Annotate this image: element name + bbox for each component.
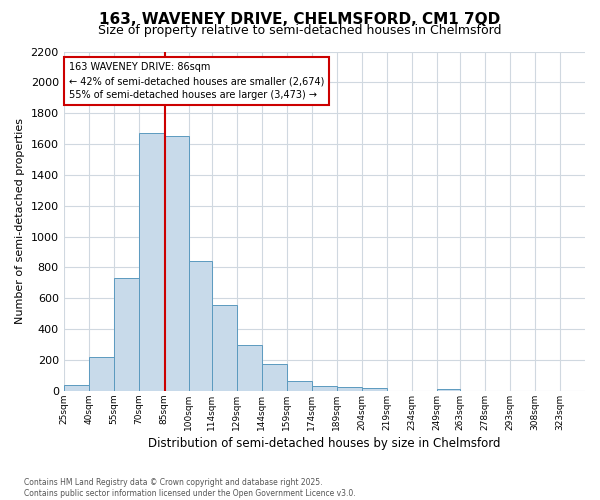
Bar bbox=[362, 388, 387, 391]
Bar bbox=[237, 346, 262, 391]
Text: Contains HM Land Registry data © Crown copyright and database right 2025.
Contai: Contains HM Land Registry data © Crown c… bbox=[24, 478, 356, 498]
Bar bbox=[89, 357, 113, 391]
Bar bbox=[212, 304, 237, 391]
Bar bbox=[139, 134, 164, 391]
Bar bbox=[188, 262, 212, 391]
X-axis label: Distribution of semi-detached houses by size in Chelmsford: Distribution of semi-detached houses by … bbox=[148, 437, 500, 450]
Text: 163, WAVENEY DRIVE, CHELMSFORD, CM1 7QD: 163, WAVENEY DRIVE, CHELMSFORD, CM1 7QD bbox=[100, 12, 500, 28]
Bar bbox=[312, 386, 337, 391]
Bar bbox=[437, 388, 460, 391]
Bar bbox=[262, 364, 287, 391]
Y-axis label: Number of semi-detached properties: Number of semi-detached properties bbox=[15, 118, 25, 324]
Text: 163 WAVENEY DRIVE: 86sqm
← 42% of semi-detached houses are smaller (2,674)
55% o: 163 WAVENEY DRIVE: 86sqm ← 42% of semi-d… bbox=[68, 62, 324, 100]
Text: Size of property relative to semi-detached houses in Chelmsford: Size of property relative to semi-detach… bbox=[98, 24, 502, 37]
Bar bbox=[164, 136, 188, 391]
Bar bbox=[287, 381, 312, 391]
Bar bbox=[337, 387, 362, 391]
Bar bbox=[64, 384, 89, 391]
Bar bbox=[113, 278, 139, 391]
